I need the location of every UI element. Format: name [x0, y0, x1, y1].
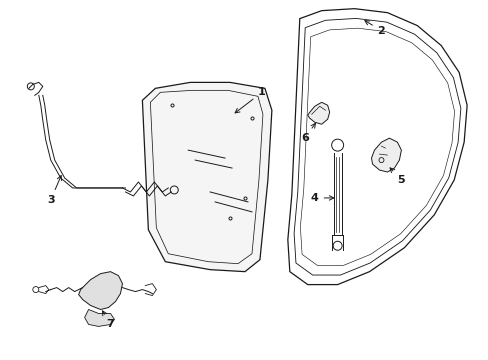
Polygon shape [84, 310, 114, 327]
Text: 2: 2 [364, 21, 385, 36]
Text: 3: 3 [47, 176, 61, 205]
Polygon shape [371, 138, 401, 172]
Text: 1: 1 [235, 87, 265, 113]
Text: 5: 5 [389, 168, 405, 185]
Polygon shape [79, 272, 122, 310]
Polygon shape [142, 82, 271, 272]
Text: 7: 7 [102, 311, 114, 329]
Polygon shape [307, 102, 329, 124]
Text: 4: 4 [310, 193, 333, 203]
Text: 6: 6 [300, 123, 315, 143]
